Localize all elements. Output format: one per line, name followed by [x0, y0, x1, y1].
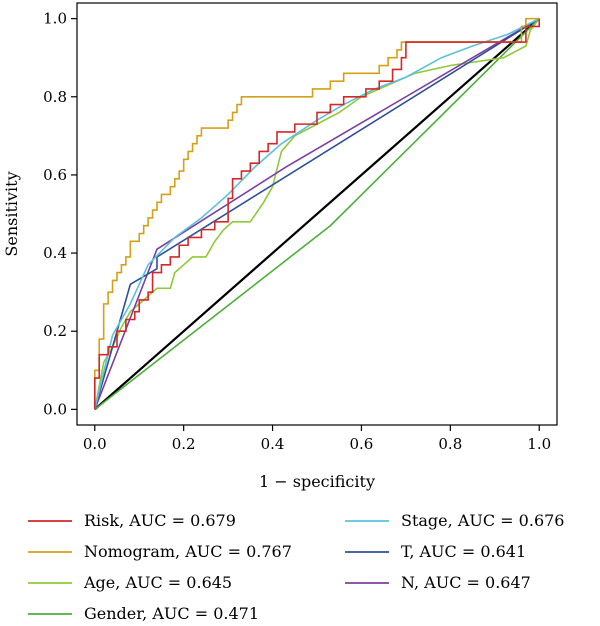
x-tick-label: 0.8	[438, 435, 462, 453]
x-tick-label: 0.2	[172, 435, 196, 453]
y-axis-title: Sensitivity	[2, 171, 21, 256]
legend-label: N, AUC = 0.647	[401, 573, 531, 592]
y-tick-label: 0.4	[43, 244, 67, 262]
roc-curve-age	[93, 18, 540, 410]
roc-curve-risk	[93, 18, 541, 410]
plot-area	[94, 17, 540, 411]
axes: 0.0 0.2 0.4 0.6 0.8 1.0 0.0 0.2 0.4 0.6 0.8 1.0	[43, 2, 558, 453]
legend-label: Stage, AUC = 0.676	[401, 511, 564, 530]
legend-label: T, AUC = 0.641	[401, 542, 526, 561]
legend-label: Nomogram, AUC = 0.767	[84, 542, 292, 561]
reference-diagonal-line	[94, 17, 540, 411]
x-tick-label: 0.4	[261, 435, 285, 453]
x-axis-title: 1 − specificity	[259, 472, 375, 491]
x-tick-label: 0.0	[83, 435, 107, 453]
roc-curves	[93, 17, 541, 411]
roc-curve-gender	[94, 18, 540, 411]
legend-label: Risk, AUC = 0.679	[84, 511, 236, 530]
y-tick-label: 0.2	[43, 322, 67, 340]
y-tick-label: 0.8	[43, 88, 67, 106]
legend: Risk, AUC = 0.679 Nomogram, AUC = 0.767 Ag…	[28, 511, 564, 623]
legend-label: Age, AUC = 0.645	[83, 573, 232, 592]
legend-label: Gender, AUC = 0.471	[84, 604, 259, 623]
y-tick-label: 0.6	[43, 166, 67, 184]
plot-frame	[76, 2, 558, 426]
roc-curve-nomogram	[93, 17, 540, 410]
roc-curve-stage	[94, 17, 540, 410]
x-tick-label: 1.0	[527, 435, 551, 453]
y-tick-label: 1.0	[43, 10, 67, 28]
x-tick-label: 0.6	[350, 435, 374, 453]
y-tick-label: 0.0	[43, 400, 67, 418]
